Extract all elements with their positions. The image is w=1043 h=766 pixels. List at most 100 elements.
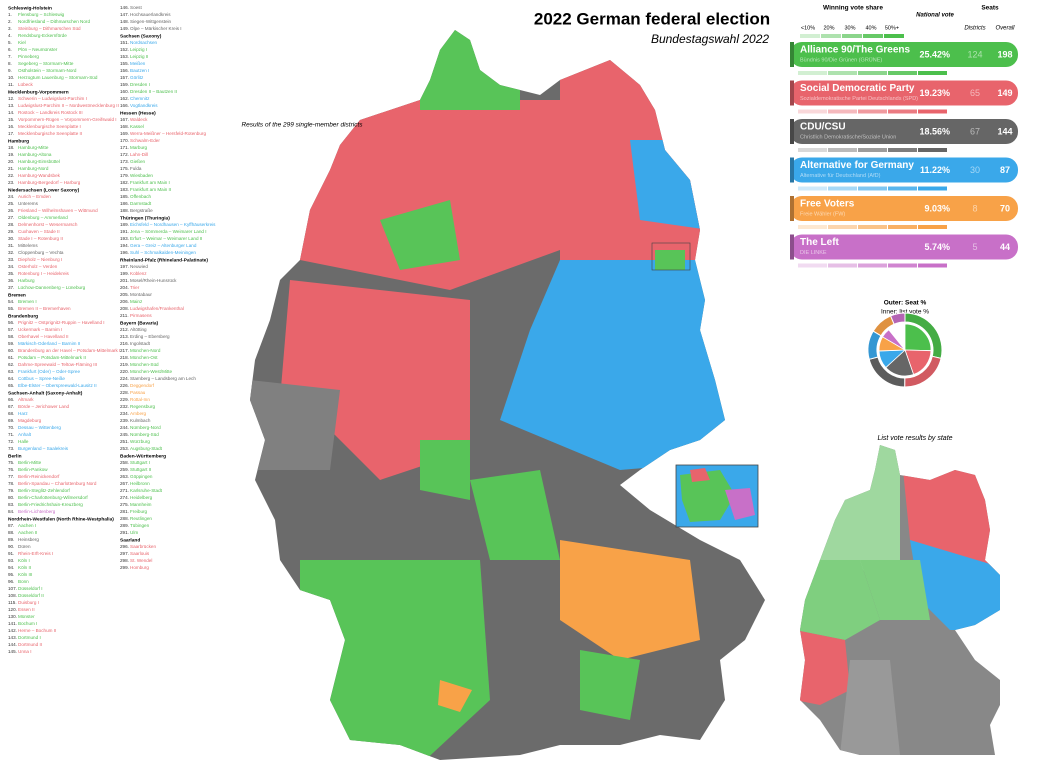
district-number: 208. xyxy=(120,306,129,311)
district-name: Aurich – Emden xyxy=(18,194,51,199)
shade-bar xyxy=(798,263,827,268)
district-name: Burgenland – Saalekreis xyxy=(18,446,69,451)
district-number: 73. xyxy=(8,446,14,451)
district-name: Regensburg xyxy=(130,404,155,409)
district-number: 18. xyxy=(8,145,14,150)
district-number: 55. xyxy=(8,306,14,311)
district-number: 206. xyxy=(120,299,129,304)
district-name: Vorpommern-Rügen – Vorpommern-Greifswald… xyxy=(18,117,117,122)
shade-bar xyxy=(798,71,827,75)
district-name: Homburg xyxy=(130,565,149,570)
district-number: 156. xyxy=(120,68,129,73)
district-name: Gera – Greiz – Altenburger Land xyxy=(130,243,197,248)
district-name: Herne – Bochum II xyxy=(18,628,56,633)
district-name: Diepholz – Nienburg I xyxy=(18,257,62,262)
district-name: Segeberg – Stormarn-Mitte xyxy=(18,61,74,66)
district-name: Görlitz xyxy=(130,75,144,80)
district-name: Pinneberg xyxy=(18,54,39,59)
district-number: 159. xyxy=(120,82,129,87)
party-seats: 44 xyxy=(1000,242,1010,252)
district-number: 17. xyxy=(8,131,14,136)
district-number: 253. xyxy=(120,446,129,451)
district-number: 120. xyxy=(8,607,17,612)
district-name: Stuttgart II xyxy=(130,467,151,472)
district-number: 13. xyxy=(8,103,14,108)
district-number: 5. xyxy=(8,40,12,45)
district-number: 204. xyxy=(120,285,129,290)
district-name: Halle xyxy=(18,439,29,444)
district-name: Ludwigshafen/Frankenthal xyxy=(130,306,184,311)
district-number: 186. xyxy=(120,201,129,206)
district-name: Saarbrücken xyxy=(130,544,156,549)
district-name: Mannheim xyxy=(130,502,152,507)
shade-bar xyxy=(858,186,887,191)
district-number: 155. xyxy=(120,61,129,66)
shade-bar xyxy=(918,186,947,191)
district-name: Deggendorf xyxy=(130,383,155,388)
district-number: 54. xyxy=(8,299,14,304)
district-number: 194. xyxy=(120,243,129,248)
state-heading: Baden-Württemberg xyxy=(120,453,166,459)
district-name: Aachen I xyxy=(18,523,36,528)
district-name: Siegen-Wittgenstein xyxy=(130,19,172,24)
district-number: 245. xyxy=(120,432,129,437)
district-name: Frankfurt am Main I xyxy=(130,180,170,185)
district-number: 71. xyxy=(8,432,14,437)
district-number: 59. xyxy=(8,341,14,346)
party-seats: 144 xyxy=(997,126,1012,136)
district-number: 172. xyxy=(120,152,129,157)
shade-bar xyxy=(828,263,857,268)
district-name: München-Süd xyxy=(130,362,159,367)
district-number: 171. xyxy=(120,145,129,150)
shade-bar xyxy=(888,186,917,191)
state-heading: Rheinland-Pfalz (Rhineland-Palatinate) xyxy=(120,257,208,263)
shade-bar xyxy=(918,263,947,268)
district-name: Starnberg – Landsberg am Lech xyxy=(130,376,196,381)
district-number: 60. xyxy=(8,348,14,353)
district-number: 142. xyxy=(8,628,17,633)
district-name: Rostock – Landkreis Rostock III xyxy=(18,110,83,115)
district-name: Berlin-Reinickendorf xyxy=(18,474,60,479)
district-number: 251. xyxy=(120,439,129,444)
party-stripe xyxy=(790,119,794,144)
district-name: Mecklenburgische Seenplatte I xyxy=(18,124,81,129)
party-full-name: Christlich Demokratische/Soziale Union xyxy=(800,134,896,140)
party-vote: 9.03% xyxy=(924,203,950,213)
district-number: 83. xyxy=(8,502,14,507)
district-name: Kassel xyxy=(130,124,144,129)
district-number: 1. xyxy=(8,12,12,17)
district-name: Rotenburg I – Heidekreis xyxy=(18,271,70,276)
district-number: 289. xyxy=(120,523,129,528)
district-name: Berlin-Friedrichshain-Kreuzberg xyxy=(18,502,83,507)
district-name: Nordsachsen xyxy=(130,40,158,45)
donut-inner-label: Inner: list vote % xyxy=(881,309,929,316)
shade-bar xyxy=(918,109,947,114)
district-number: 64. xyxy=(8,376,14,381)
district-name: Mainz xyxy=(130,299,143,304)
district-number: 58. xyxy=(8,334,14,339)
district-name: Dresden II – Bautzen II xyxy=(130,89,177,94)
district-number: 162. xyxy=(120,96,129,101)
district-name: Steinburg – Dithmarschen Süd xyxy=(18,26,81,31)
district-number: 146. xyxy=(120,5,129,10)
shade-bar xyxy=(858,71,887,75)
district-number: 147. xyxy=(120,12,129,17)
district-name: Düsseldorf II xyxy=(18,593,44,598)
district-name: Schwerin – Ludwigslust-Parchim I xyxy=(18,96,87,101)
party-seats: 87 xyxy=(1000,165,1010,175)
district-number: 144. xyxy=(8,642,17,647)
district-number: 216. xyxy=(120,341,129,346)
party-districts: 65 xyxy=(970,88,980,98)
district-number: 189. xyxy=(120,222,129,227)
scale-swatch xyxy=(842,34,862,38)
district-number: 76. xyxy=(8,467,14,472)
shade-bar xyxy=(888,109,917,114)
district-name: Kulmbach xyxy=(130,418,151,423)
district-name: Berlin-Mitte xyxy=(18,460,42,465)
party-full-name: Alternative für Deutschland (AfD) xyxy=(800,173,881,179)
party-stripe xyxy=(790,42,794,67)
vote-head: National vote xyxy=(916,13,954,19)
district-number: 31. xyxy=(8,243,14,248)
district-number: 166. xyxy=(120,103,129,108)
